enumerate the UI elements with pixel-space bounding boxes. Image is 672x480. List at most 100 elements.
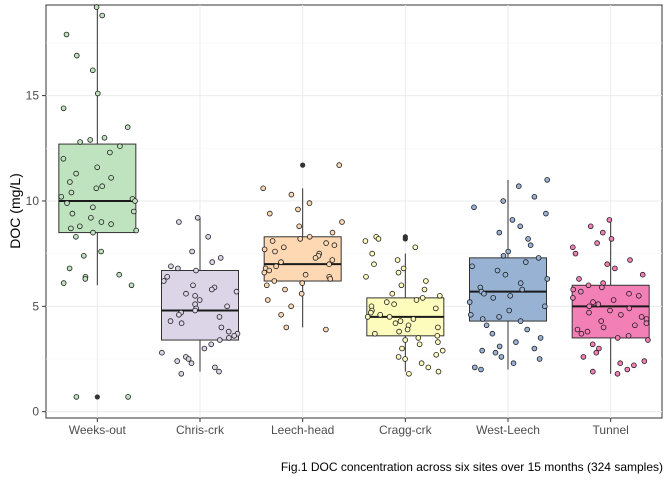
data-point — [399, 345, 405, 352]
x-tick-label-chris-crk: Chris-crk — [176, 423, 225, 437]
points-leech-head — [260, 162, 345, 333]
x-axis: Weeks-out Chris-crk Leech-head Cragg-crk Wes… — [69, 418, 629, 437]
data-point — [435, 324, 441, 331]
data-point — [418, 360, 425, 367]
outlier-point — [94, 394, 100, 400]
data-point — [386, 314, 393, 320]
y-tick-label: 5 — [32, 299, 39, 313]
data-point — [569, 244, 576, 251]
x-tick-label-weeks-out: Weeks-out — [69, 423, 127, 437]
data-point — [587, 223, 594, 230]
data-point — [168, 263, 174, 270]
data-point — [64, 200, 70, 206]
data-point — [502, 271, 509, 278]
data-point — [266, 210, 273, 217]
data-point — [288, 303, 294, 310]
data-point — [645, 337, 651, 343]
data-point — [327, 276, 334, 282]
data-point — [208, 341, 215, 348]
data-point — [302, 271, 309, 278]
data-point — [66, 265, 73, 272]
data-point — [638, 314, 645, 320]
outlier-point — [300, 162, 306, 168]
data-point — [94, 164, 100, 171]
y-tick-label: 10 — [26, 194, 40, 208]
data-point — [400, 265, 407, 272]
data-point — [272, 248, 278, 255]
data-point — [196, 297, 203, 303]
data-point — [288, 191, 295, 198]
data-point — [60, 280, 67, 286]
data-point — [490, 295, 497, 301]
data-point — [60, 105, 67, 112]
data-point — [87, 137, 93, 143]
data-point — [82, 276, 89, 282]
data-point — [580, 354, 587, 360]
data-point — [396, 328, 402, 335]
data-point — [278, 259, 284, 265]
data-point — [574, 326, 581, 333]
data-point — [432, 305, 439, 312]
data-point — [81, 253, 87, 259]
outlier-point — [402, 234, 408, 240]
data-point — [175, 265, 181, 272]
data-point — [599, 284, 605, 291]
data-point — [306, 200, 313, 206]
data-point — [496, 229, 503, 236]
data-point — [90, 229, 96, 236]
data-point — [377, 311, 384, 318]
data-point — [469, 263, 475, 270]
data-point — [161, 278, 167, 284]
data-point — [99, 12, 105, 19]
data-point — [397, 318, 404, 324]
data-point — [507, 292, 514, 299]
data-point — [364, 314, 371, 320]
data-point — [595, 301, 602, 308]
data-point — [413, 297, 420, 303]
points-cragg-crk — [362, 234, 446, 377]
data-point — [185, 356, 192, 362]
data-point — [266, 267, 273, 274]
data-point — [586, 309, 592, 316]
data-point — [192, 307, 198, 314]
data-point — [60, 156, 67, 162]
data-point — [297, 236, 304, 242]
data-point — [510, 360, 517, 367]
data-point — [269, 238, 276, 244]
data-point — [99, 183, 105, 190]
data-point — [410, 316, 417, 322]
data-point — [216, 368, 222, 375]
data-point — [519, 286, 525, 293]
data-point — [209, 286, 215, 293]
data-point — [90, 67, 96, 74]
data-point — [593, 349, 600, 356]
data-point — [434, 332, 441, 339]
x-tick-label-leech-head: Leech-head — [271, 423, 334, 437]
data-point — [612, 265, 618, 272]
data-point — [312, 255, 319, 261]
data-point — [93, 4, 100, 10]
points-chris-crk — [159, 215, 241, 377]
data-point — [496, 314, 502, 320]
data-point — [419, 295, 426, 301]
data-point — [404, 326, 411, 333]
data-point — [509, 217, 516, 223]
data-point — [617, 360, 623, 367]
data-point — [323, 240, 329, 246]
data-point — [295, 206, 301, 213]
data-point — [635, 292, 642, 299]
data-point — [522, 259, 529, 265]
data-point — [433, 351, 440, 358]
data-point — [625, 332, 632, 339]
data-point — [626, 305, 633, 312]
data-point — [416, 341, 423, 348]
data-point — [58, 194, 65, 200]
data-point — [425, 364, 432, 371]
data-point — [278, 311, 284, 318]
data-point — [589, 368, 596, 375]
data-point — [176, 219, 182, 225]
data-point — [631, 362, 637, 369]
data-point — [188, 360, 195, 367]
data-point — [159, 349, 165, 356]
